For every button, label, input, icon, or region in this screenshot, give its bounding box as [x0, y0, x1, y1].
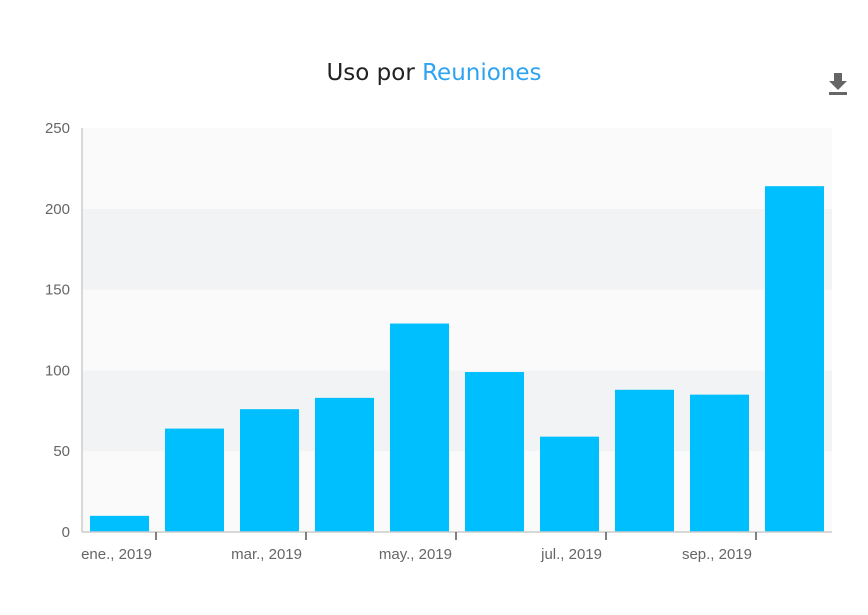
- y-tick-label: 50: [53, 443, 70, 460]
- bar[interactable]: [315, 397, 374, 532]
- title-prefix: Uso por: [326, 60, 415, 86]
- x-tick-label: jul., 2019: [540, 546, 602, 563]
- bars: [90, 186, 824, 532]
- grid-band: [82, 128, 832, 209]
- x-tick-label: mar., 2019: [231, 546, 302, 563]
- x-axis-labels: ene., 2019 mar., 2019 may., 2019 jul., 2019…: [81, 532, 757, 563]
- y-axis-labels: 0 50 100 150 200 250: [45, 120, 70, 541]
- y-tick-label: 150: [45, 282, 70, 299]
- y-tick-label: 0: [62, 524, 70, 541]
- y-tick-label: 250: [45, 120, 70, 137]
- bar[interactable]: [465, 372, 524, 532]
- axes: [81, 128, 832, 533]
- bar[interactable]: [90, 515, 149, 532]
- x-tick-label: ene., 2019: [81, 546, 152, 563]
- download-icon: [829, 73, 847, 95]
- x-tick-label: may., 2019: [379, 546, 452, 563]
- bar[interactable]: [690, 394, 749, 532]
- bar[interactable]: [615, 389, 674, 532]
- bar[interactable]: [765, 186, 824, 532]
- chart-title: Uso por Reuniones: [0, 60, 868, 86]
- bar[interactable]: [390, 323, 449, 532]
- y-tick-label: 100: [45, 362, 70, 379]
- grid-band: [82, 208, 832, 290]
- title-link[interactable]: Reuniones: [422, 60, 542, 86]
- grid-band: [82, 289, 832, 371]
- download-button[interactable]: [826, 70, 850, 96]
- bar[interactable]: [165, 428, 224, 532]
- y-tick-label: 200: [45, 201, 70, 218]
- x-tick-label: sep., 2019: [682, 546, 752, 563]
- bar[interactable]: [240, 409, 299, 532]
- bar[interactable]: [540, 436, 599, 532]
